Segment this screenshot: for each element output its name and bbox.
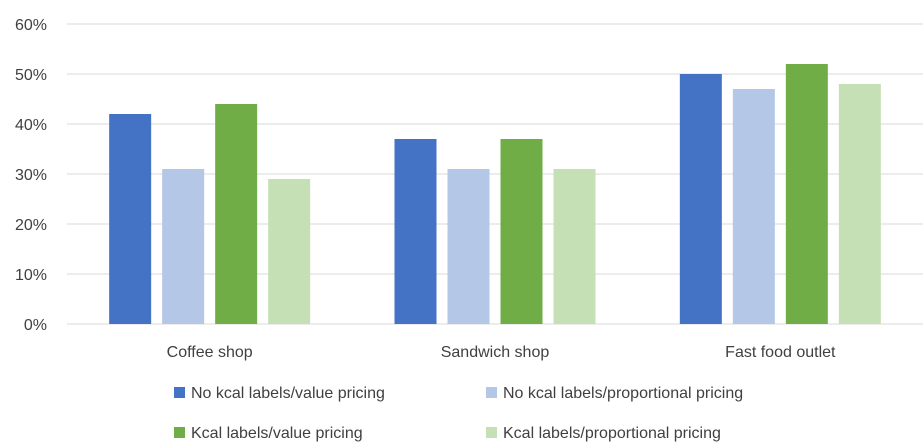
bar-fast-food-outlet-series-3 xyxy=(785,64,828,324)
y-tick-label: 10% xyxy=(15,267,47,284)
legend-item[interactable]: Kcal labels/proportional pricing xyxy=(486,425,721,442)
bar-sandwich-shop-series-1 xyxy=(394,139,437,324)
bar-sandwich-shop-series-2 xyxy=(447,169,490,324)
y-axis-tick-labels: 0% 10% 20% 30% 40% 50% 60% xyxy=(15,17,47,334)
bar-fast-food-outlet-series-4 xyxy=(838,84,881,324)
x-category-label: Coffee shop xyxy=(167,344,253,361)
legend-label: Kcal labels/value pricing xyxy=(191,425,363,442)
bar-sandwich-shop-series-4 xyxy=(553,169,596,324)
y-tick-label: 0% xyxy=(24,317,47,334)
y-tick-label: 20% xyxy=(15,217,47,234)
legend[interactable]: No kcal labels/value pricing No kcal labe… xyxy=(174,385,743,442)
x-axis-category-labels: Coffee shop Sandwich shop Fast food outlet xyxy=(167,344,836,361)
y-tick-label: 50% xyxy=(15,67,47,84)
legend-item[interactable]: No kcal labels/value pricing xyxy=(174,385,385,402)
legend-item[interactable]: Kcal labels/value pricing xyxy=(174,425,363,442)
bar-coffee-shop-series-4 xyxy=(268,179,311,324)
y-tick-label: 60% xyxy=(15,17,47,34)
bar-sandwich-shop-series-3 xyxy=(500,139,543,324)
y-tick-label: 30% xyxy=(15,167,47,184)
legend-label: Kcal labels/proportional pricing xyxy=(503,425,721,442)
bar-fast-food-outlet-series-2 xyxy=(732,89,775,324)
y-tick-label: 40% xyxy=(15,117,47,134)
bars xyxy=(109,64,881,324)
x-category-label: Fast food outlet xyxy=(725,344,836,361)
legend-swatch xyxy=(174,387,185,398)
legend-label: No kcal labels/proportional pricing xyxy=(503,385,743,402)
bar-coffee-shop-series-1 xyxy=(109,114,152,324)
bar-fast-food-outlet-series-1 xyxy=(679,74,722,324)
legend-swatch xyxy=(486,387,497,398)
legend-swatch xyxy=(174,427,185,438)
legend-label: No kcal labels/value pricing xyxy=(191,385,385,402)
gridlines xyxy=(67,23,923,325)
bar-coffee-shop-series-2 xyxy=(162,169,205,324)
bar-coffee-shop-series-3 xyxy=(215,104,258,324)
legend-swatch xyxy=(486,427,497,438)
legend-item[interactable]: No kcal labels/proportional pricing xyxy=(486,385,743,402)
x-category-label: Sandwich shop xyxy=(441,344,550,361)
